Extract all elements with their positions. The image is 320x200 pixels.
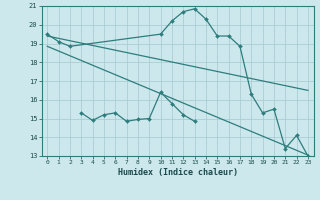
X-axis label: Humidex (Indice chaleur): Humidex (Indice chaleur): [118, 168, 237, 177]
